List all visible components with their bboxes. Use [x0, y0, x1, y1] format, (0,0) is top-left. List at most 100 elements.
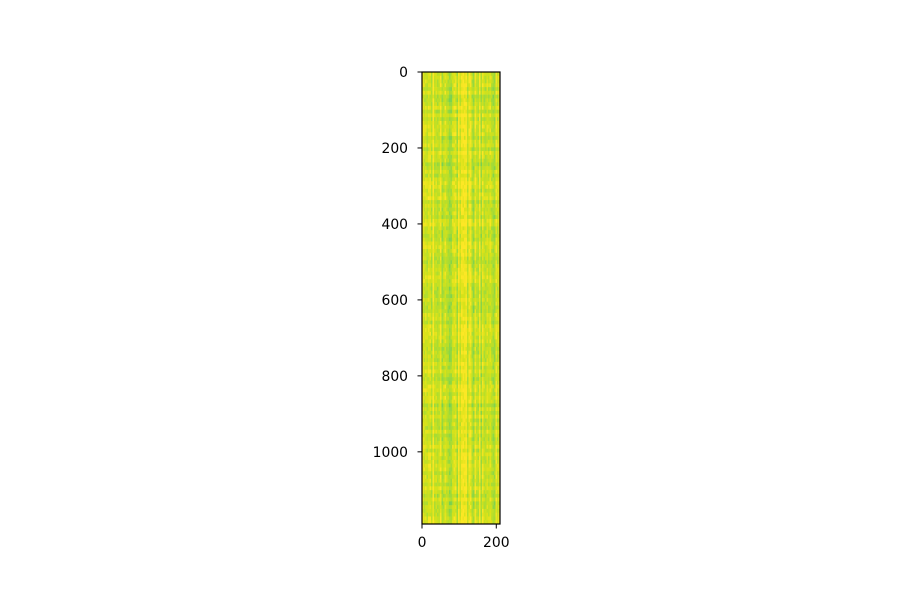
- heatmap-cell: [464, 230, 466, 235]
- heatmap-cell: [422, 226, 424, 231]
- heatmap-cell: [444, 154, 447, 159]
- heatmap-cell: [480, 444, 483, 449]
- heatmap-cell: [479, 132, 481, 137]
- heatmap-cell: [450, 377, 453, 382]
- heatmap-cell: [432, 463, 435, 468]
- heatmap-cell: [479, 218, 481, 223]
- heatmap-cell: [446, 275, 448, 280]
- heatmap-cell: [482, 147, 484, 152]
- heatmap-cell: [444, 471, 447, 476]
- heatmap-cell: [459, 433, 462, 438]
- heatmap-cell: [465, 358, 468, 363]
- heatmap-cell: [434, 411, 436, 416]
- heatmap-cell: [447, 207, 450, 212]
- heatmap-cell: [428, 313, 430, 318]
- heatmap-cell: [477, 358, 480, 363]
- heatmap-cell: [461, 173, 463, 178]
- heatmap-cell: [429, 444, 432, 449]
- heatmap-cell: [483, 98, 486, 103]
- heatmap-cell: [437, 475, 439, 480]
- heatmap-cell: [483, 181, 486, 186]
- heatmap-cell: [479, 279, 481, 284]
- heatmap-cell: [456, 407, 459, 412]
- heatmap-cell: [473, 422, 475, 427]
- heatmap-cell: [476, 267, 478, 272]
- heatmap-cell: [432, 309, 435, 314]
- heatmap-cell: [440, 271, 442, 276]
- heatmap-cell: [476, 493, 478, 498]
- heatmap-cell: [450, 369, 453, 374]
- heatmap-cell: [434, 185, 436, 190]
- heatmap-cell: [452, 497, 454, 502]
- heatmap-cell: [441, 226, 444, 231]
- heatmap-cell: [459, 448, 462, 453]
- heatmap-cell: [458, 260, 460, 265]
- heatmap-cell: [455, 422, 457, 427]
- heatmap-cell: [423, 207, 426, 212]
- heatmap-cell: [422, 501, 424, 506]
- heatmap-cell: [479, 516, 481, 521]
- heatmap-cell: [452, 395, 454, 400]
- heatmap-cell: [477, 354, 480, 359]
- heatmap-cell: [456, 373, 459, 378]
- heatmap-cell: [467, 316, 469, 321]
- heatmap-cell: [437, 211, 439, 216]
- heatmap-cell: [450, 264, 453, 269]
- heatmap-cell: [455, 87, 457, 92]
- heatmap-cell: [444, 151, 447, 156]
- heatmap-cell: [441, 169, 444, 174]
- heatmap-cell: [450, 429, 453, 434]
- heatmap-cell: [461, 505, 463, 510]
- heatmap-cell: [482, 437, 484, 442]
- heatmap-cell: [444, 459, 447, 465]
- heatmap-cell: [456, 475, 459, 480]
- heatmap-cell: [476, 497, 478, 502]
- heatmap-cell: [437, 136, 439, 141]
- heatmap-cell: [476, 444, 478, 449]
- heatmap-cell: [431, 365, 433, 370]
- heatmap-cell: [476, 403, 478, 408]
- heatmap-cell: [446, 162, 448, 167]
- heatmap-cell: [450, 117, 453, 122]
- heatmap-cell: [441, 456, 444, 461]
- heatmap-cell: [464, 124, 466, 129]
- heatmap-cell: [455, 158, 457, 163]
- heatmap-cell: [473, 211, 475, 216]
- heatmap-cell: [456, 98, 459, 103]
- heatmap-cell: [444, 358, 447, 363]
- heatmap-cell: [470, 467, 472, 472]
- heatmap-cell: [434, 120, 436, 126]
- heatmap-cell: [462, 136, 465, 141]
- heatmap-cell: [449, 185, 451, 190]
- heatmap-cell: [423, 475, 426, 480]
- heatmap-cell: [425, 384, 427, 389]
- heatmap-cell: [458, 501, 460, 506]
- heatmap-cell: [462, 493, 465, 498]
- heatmap-cell: [444, 233, 447, 239]
- heatmap-cell: [437, 117, 439, 122]
- heatmap-cell: [476, 207, 478, 212]
- heatmap-cell: [437, 459, 439, 465]
- heatmap-cell: [464, 151, 466, 156]
- heatmap-cell: [474, 94, 477, 99]
- heatmap-cell: [449, 448, 451, 453]
- heatmap-cell: [431, 139, 433, 144]
- heatmap-cell: [474, 328, 477, 333]
- heatmap-cell: [443, 256, 445, 261]
- heatmap-cell: [447, 392, 450, 397]
- heatmap-cell: [473, 120, 475, 126]
- heatmap-cell: [468, 188, 471, 193]
- heatmap-cell: [432, 192, 435, 197]
- heatmap-cell: [482, 301, 484, 306]
- heatmap-cell: [432, 237, 435, 242]
- heatmap-cell: [443, 252, 445, 257]
- heatmap-cell: [465, 429, 468, 434]
- heatmap-cell: [476, 143, 478, 148]
- heatmap-cell: [434, 362, 436, 367]
- heatmap-cell: [423, 290, 426, 295]
- heatmap-cell: [434, 260, 436, 265]
- heatmap-cell: [459, 211, 462, 216]
- heatmap-cell: [467, 403, 469, 408]
- heatmap-cell: [455, 377, 457, 382]
- heatmap-cell: [432, 241, 435, 246]
